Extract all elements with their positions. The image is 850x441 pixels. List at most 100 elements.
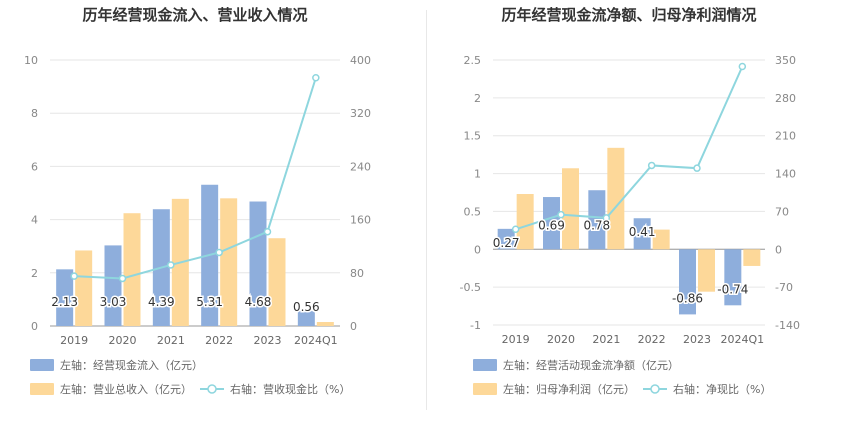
x-axis-tick-label: 2024Q1 [721, 333, 765, 346]
x-axis-tick-label: 2020 [109, 334, 137, 347]
netcash-netprofit-chart: 历年经营现金流净额、归母净利润情况 -1 -0.5 0 0.5 1 1.5 2 2.5 -140 -… [460, 6, 800, 396]
bar-primary [588, 190, 606, 250]
panel-divider [426, 10, 427, 410]
bar-primary [56, 269, 74, 326]
bar-primary [297, 311, 315, 326]
x-axis-tick-label: 2020 [547, 333, 575, 346]
bar-primary [497, 228, 515, 250]
x-axis-tick-label: 2022 [638, 333, 666, 346]
left-axis-tick-label: 1.5 [464, 130, 482, 143]
right-axis-tick-label: 70 [775, 205, 789, 218]
right-axis-tick-label: 350 [775, 54, 796, 67]
legend-swatch [30, 359, 54, 371]
legend-label: 右轴：净现比（%） [673, 382, 771, 396]
right-axis-tick-label: 0 [350, 320, 357, 333]
x-axis-tick-label: 2021 [157, 334, 185, 347]
legend-swatch [30, 383, 54, 395]
left-axis-tick-label: 4 [31, 214, 38, 227]
x-axis-tick-label: 2019 [60, 334, 88, 347]
bar-primary [543, 197, 560, 250]
right-axis-tick-label: 140 [775, 168, 796, 181]
ratio-point [693, 164, 701, 172]
cashflow-revenue-chart-panel: 历年经营现金流入、营业收入情况 0 2 4 6 8 10 0 80 160 240 320 400 201… [0, 0, 425, 437]
bar-primary [633, 218, 651, 250]
x-axis-tick-label: 2024Q1 [294, 334, 338, 347]
ratio-point [70, 272, 78, 280]
right-axis-tick-label: 280 [775, 92, 796, 105]
ratio-line [515, 66, 744, 231]
cashflow-revenue-chart: 历年经营现金流入、营业收入情况 0 2 4 6 8 10 0 80 160 240 320 400 201… [24, 6, 371, 396]
data-label: 0.56 [293, 300, 320, 314]
bar-primary [724, 249, 742, 306]
bar-secondary [220, 198, 238, 326]
x-axis-tick-label: 2019 [502, 333, 530, 346]
data-label: -0.86 [672, 291, 703, 305]
data-label: 0.27 [493, 236, 520, 250]
right-axis-tick-label: 0 [775, 243, 782, 256]
netcash-netprofit-chart-panel: 历年经营现金流净额、归母净利润情况 -1 -0.5 0 0.5 1 1.5 2 2.5 -140 -… [425, 0, 850, 437]
legend-label: 左轴：经营活动现金流净额（亿元） [503, 358, 679, 372]
bar-secondary [123, 213, 141, 326]
right-axis-tick-label: 240 [350, 160, 371, 173]
bar-secondary [316, 322, 334, 326]
legend-label: 左轴：归母净利润（亿元） [503, 382, 635, 396]
data-label: 0.78 [583, 218, 610, 232]
left-axis-tick-label: 8 [31, 107, 38, 120]
data-label: -0.74 [717, 282, 748, 296]
bar-primary [679, 249, 696, 315]
legend-label: 左轴：经营现金流入（亿元） [60, 358, 203, 372]
ratio-point [167, 261, 175, 269]
legend-line-marker [650, 384, 660, 394]
x-axis-tick-label: 2022 [205, 334, 233, 347]
chart-title: 历年经营现金流净额、归母净利润情况 [501, 6, 756, 24]
ratio-point [511, 225, 520, 234]
ratio-point [215, 248, 223, 257]
ratio-point [738, 62, 747, 71]
left-axis-tick-label: 1 [474, 168, 481, 181]
bar-secondary [562, 168, 579, 250]
left-axis-tick-label: 0 [474, 243, 481, 256]
chart-title: 历年经营现金流入、营业收入情况 [82, 6, 307, 24]
right-axis-tick-label: -70 [775, 281, 793, 294]
ratio-point [602, 214, 611, 222]
legend-swatch [473, 359, 497, 371]
right-axis-tick-label: 80 [350, 267, 364, 280]
bar-secondary [652, 229, 670, 250]
bar-secondary [516, 194, 534, 250]
bar-secondary [75, 250, 93, 326]
left-axis-tick-label: 0.5 [464, 205, 482, 218]
left-axis-tick-label: -0.5 [460, 281, 481, 294]
ratio-point [263, 227, 272, 236]
left-axis-tick-label: 2 [31, 267, 38, 280]
data-label: 2.13 [51, 295, 78, 309]
right-axis-tick-label: -140 [775, 319, 800, 332]
right-axis-tick-label: 210 [775, 130, 796, 143]
ratio-point [647, 161, 656, 170]
ratio-point [312, 74, 320, 82]
left-axis-tick-label: -1 [470, 319, 481, 332]
right-axis-tick-label: 160 [350, 214, 371, 227]
legend-line-marker [207, 384, 217, 394]
legend-label: 右轴：营收现金比（%） [230, 382, 350, 396]
left-axis-tick-label: 0 [31, 320, 38, 333]
left-axis-tick-label: 6 [31, 160, 38, 173]
x-axis-tick-label: 2021 [592, 333, 620, 346]
ratio-line [74, 77, 317, 280]
bar-secondary [607, 147, 625, 250]
bar-primary [249, 201, 267, 326]
bar-secondary [698, 249, 715, 292]
data-label: 4.39 [148, 295, 175, 309]
data-label: 3.03 [100, 295, 127, 309]
data-label: 0.69 [538, 218, 565, 232]
x-axis-tick-label: 2023 [683, 333, 711, 346]
ratio-point [557, 210, 565, 219]
right-axis-tick-label: 320 [350, 107, 371, 120]
legend-swatch [473, 383, 497, 395]
right-axis-tick-label: 400 [350, 54, 371, 67]
bar-secondary [268, 238, 286, 326]
legend-label: 左轴：营业总收入（亿元） [60, 382, 192, 396]
data-label: 5.31 [196, 295, 223, 309]
x-axis-tick-label: 2023 [254, 334, 282, 347]
left-axis-tick-label: 10 [24, 54, 38, 67]
